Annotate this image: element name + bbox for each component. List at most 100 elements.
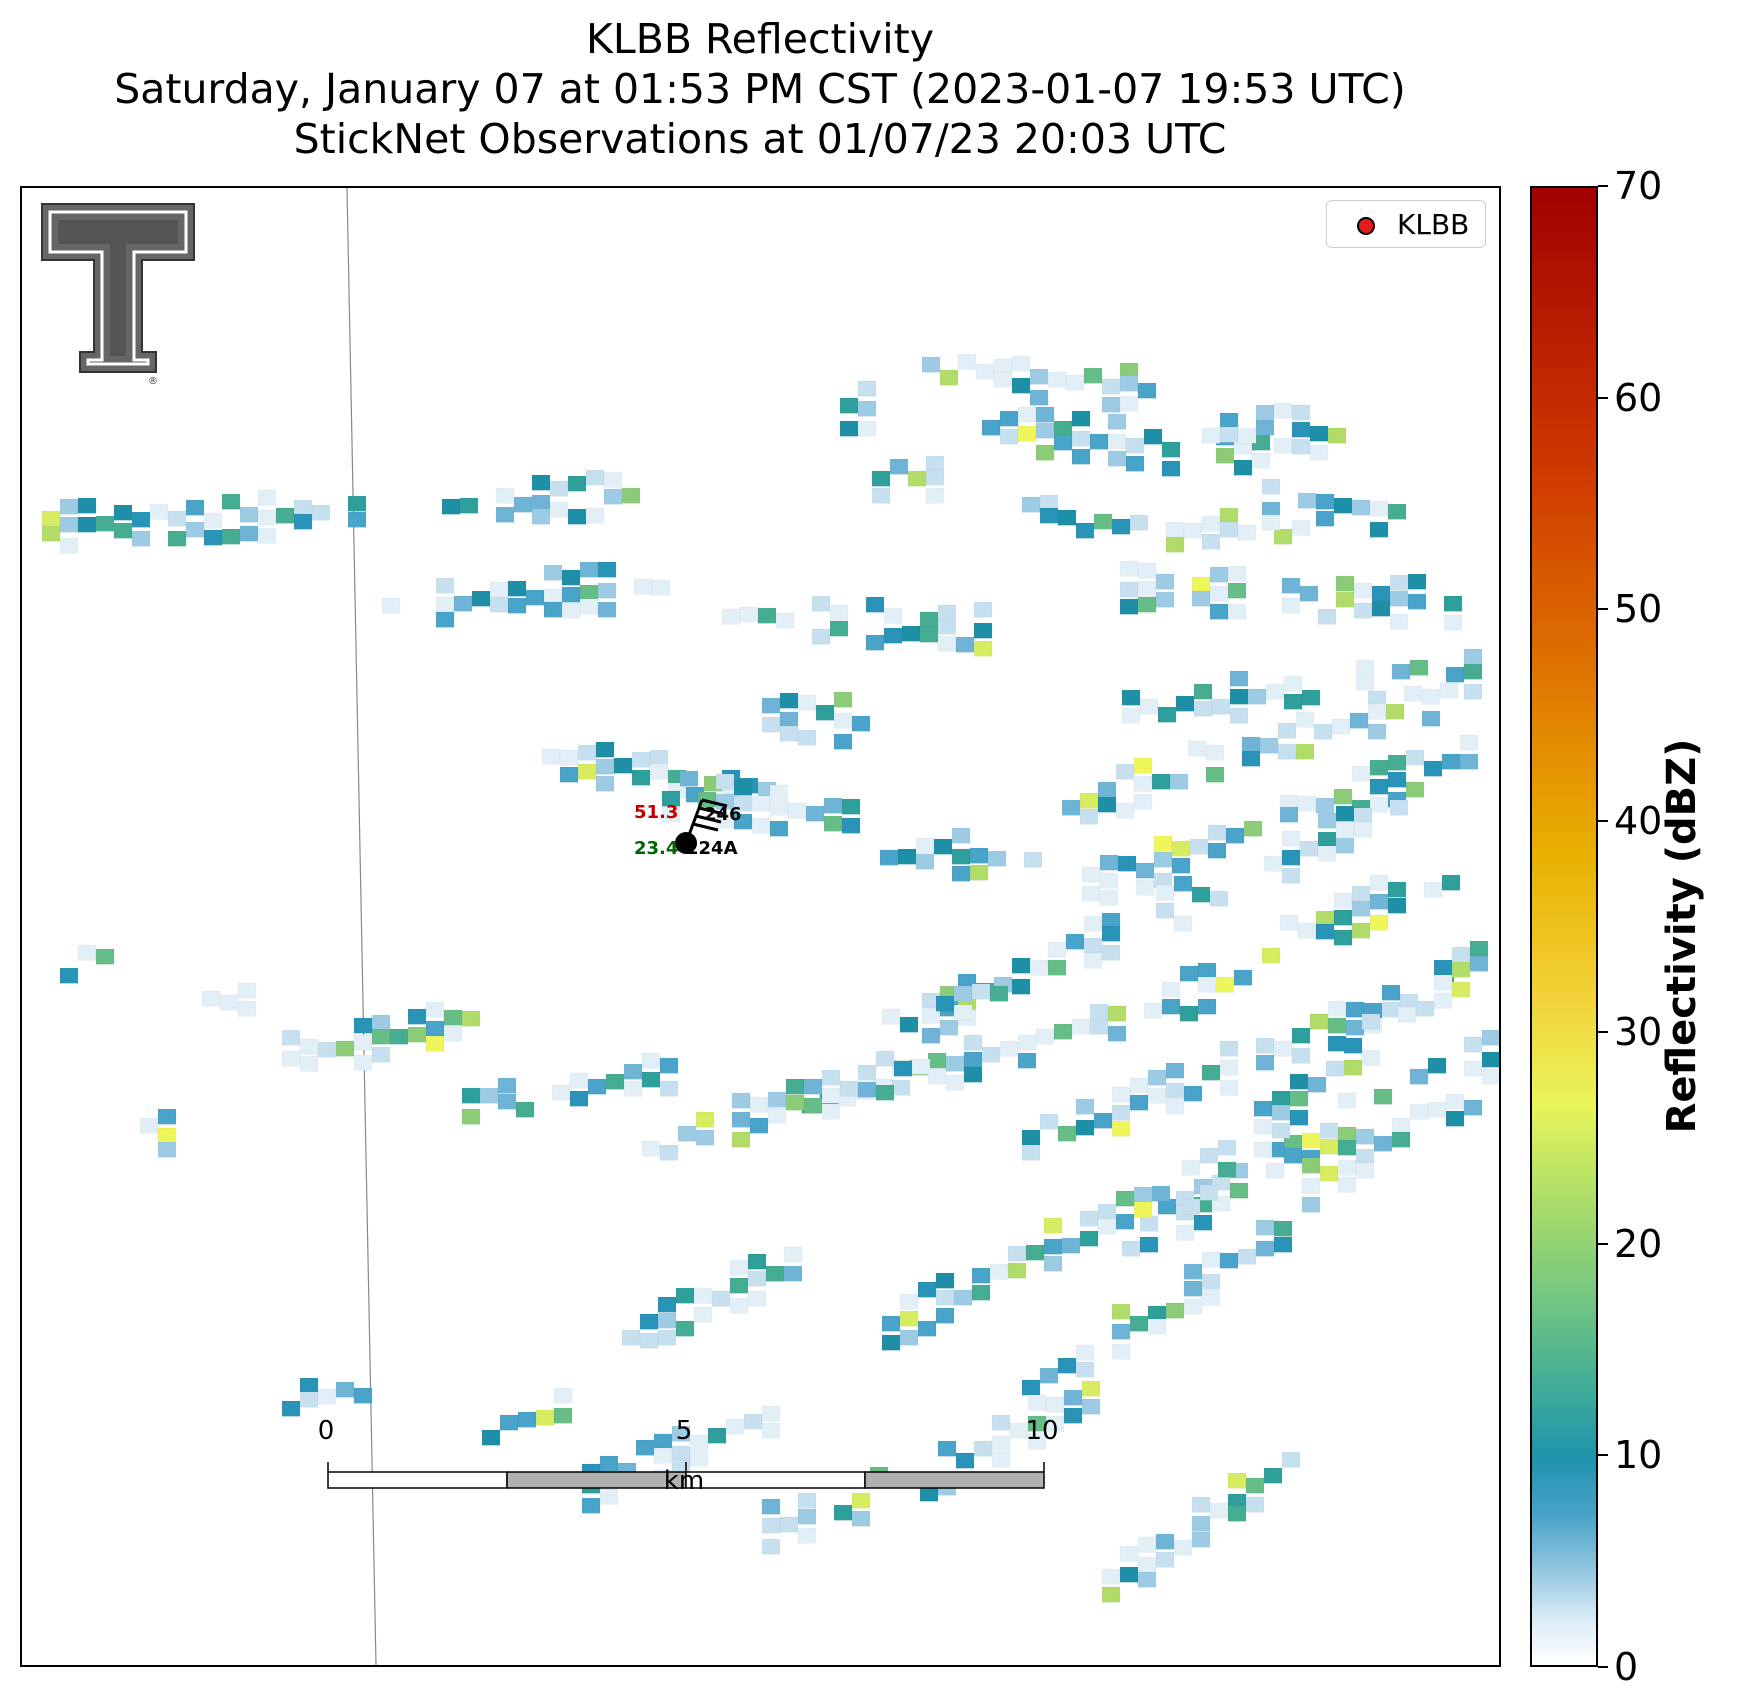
- reflectivity-cell: [1115, 1213, 1135, 1230]
- reflectivity-cell: [657, 1312, 677, 1329]
- reflectivity-cell: [893, 1060, 913, 1077]
- reflectivity-cell: [471, 590, 491, 607]
- radar-map[interactable]: [20, 186, 1501, 1667]
- reflectivity-cell: [1071, 430, 1091, 447]
- reflectivity-cell: [1147, 1069, 1167, 1086]
- reflectivity-cell: [707, 1427, 727, 1444]
- reflectivity-cell: [851, 1492, 871, 1509]
- reflectivity-cell: [937, 1440, 957, 1457]
- reflectivity-cell: [1327, 427, 1347, 444]
- reflectivity-cell: [1353, 821, 1373, 838]
- reflectivity-cell: [715, 773, 735, 790]
- reflectivity-cell: [1397, 1006, 1417, 1023]
- reflectivity-cell: [787, 802, 807, 819]
- reflectivity-cell: [747, 1253, 767, 1270]
- reflectivity-cell: [833, 712, 853, 729]
- reflectivity-cell: [1099, 872, 1119, 889]
- reflectivity-cell: [1261, 947, 1281, 964]
- reflectivity-cell: [679, 770, 699, 787]
- reflectivity-cell: [1053, 1023, 1073, 1040]
- reflectivity-cell: [1139, 1236, 1159, 1253]
- reflectivity-cell: [1171, 857, 1191, 874]
- colorbar-tick: [1598, 608, 1608, 611]
- reflectivity-cell: [1255, 1240, 1275, 1257]
- reflectivity-cell: [1011, 978, 1031, 995]
- reflectivity-cell: [1255, 419, 1275, 436]
- reflectivity-cell: [851, 1510, 871, 1527]
- reflectivity-cell: [1215, 976, 1235, 993]
- reflectivity-cell: [821, 1087, 841, 1104]
- reflectivity-cell: [1271, 1122, 1291, 1139]
- reflectivity-cell: [1047, 959, 1067, 976]
- reflectivity-cell: [693, 1306, 713, 1323]
- reflectivity-cell: [1247, 688, 1267, 705]
- reflectivity-cell: [641, 1071, 661, 1088]
- reflectivity-cell: [1405, 781, 1425, 798]
- reflectivity-cell: [1083, 937, 1103, 954]
- reflectivity-cell: [1245, 1477, 1265, 1494]
- reflectivity-cell: [865, 634, 885, 651]
- reflectivity-cell: [651, 579, 671, 596]
- reflectivity-cell: [293, 499, 313, 516]
- reflectivity-cell: [963, 1066, 983, 1083]
- reflectivity-cell: [497, 1093, 517, 1110]
- reflectivity-cell: [579, 561, 599, 578]
- reflectivity-cell: [1137, 596, 1157, 613]
- reflectivity-cell: [257, 527, 277, 544]
- reflectivity-cell: [915, 853, 935, 870]
- reflectivity-cell: [1199, 1184, 1219, 1201]
- reflectivity-cell: [157, 1127, 177, 1144]
- reflectivity-cell: [757, 607, 777, 624]
- reflectivity-cell: [597, 601, 617, 618]
- reflectivity-cell: [1065, 374, 1085, 391]
- reflectivity-cell: [1193, 683, 1213, 700]
- reflectivity-cell: [299, 1038, 319, 1055]
- reflectivity-cell: [875, 1084, 895, 1101]
- reflectivity-cell: [921, 1027, 941, 1044]
- reflectivity-cell: [1317, 608, 1337, 625]
- reflectivity-cell: [779, 692, 799, 709]
- reflectivity-cell: [1119, 395, 1139, 412]
- reflectivity-cell: [1075, 522, 1095, 539]
- reflectivity-cell: [1053, 420, 1073, 437]
- reflectivity-cell: [1367, 723, 1387, 740]
- reflectivity-cell: [1173, 915, 1193, 932]
- reflectivity-cell: [1291, 1047, 1311, 1064]
- scale-bar-segment: [506, 1471, 687, 1489]
- reflectivity-cell: [567, 475, 587, 492]
- reflectivity-cell: [1135, 862, 1155, 879]
- reflectivity-cell: [991, 1414, 1011, 1431]
- reflectivity-cell: [731, 1092, 751, 1109]
- reflectivity-cell: [1297, 795, 1317, 812]
- reflectivity-cell: [857, 380, 877, 397]
- reflectivity-cell: [1187, 740, 1207, 757]
- reflectivity-cell: [1369, 778, 1389, 795]
- reflectivity-cell: [157, 1141, 177, 1158]
- reflectivity-cell: [695, 1111, 715, 1128]
- reflectivity-cell: [1179, 965, 1199, 982]
- reflectivity-cell: [1115, 763, 1135, 780]
- reflectivity-cell: [937, 635, 957, 652]
- reflectivity-cell: [1219, 1040, 1239, 1057]
- station-marker[interactable]: [675, 832, 697, 854]
- reflectivity-cell: [1409, 1068, 1429, 1085]
- reflectivity-cell: [599, 1455, 619, 1472]
- reflectivity-cell: [729, 1297, 749, 1314]
- reflectivity-cell: [597, 561, 617, 578]
- reflectivity-cell: [551, 1084, 571, 1101]
- station-temperature: 51.3: [634, 802, 679, 823]
- reflectivity-cell: [981, 419, 1001, 436]
- reflectivity-cell: [605, 1073, 625, 1090]
- reflectivity-cell: [1035, 444, 1055, 461]
- reflectivity-cell: [751, 795, 771, 812]
- reflectivity-cell: [1071, 410, 1091, 427]
- reflectivity-cell: [157, 1108, 177, 1125]
- reflectivity-cell: [969, 847, 989, 864]
- station-dewpoint: 23.4: [634, 838, 679, 859]
- reflectivity-cell: [1451, 961, 1471, 978]
- reflectivity-cell: [1125, 437, 1145, 454]
- reflectivity-cell: [1089, 1003, 1109, 1020]
- reflectivity-cell: [1459, 734, 1479, 751]
- reflectivity-cell: [239, 525, 259, 542]
- reflectivity-cell: [1151, 773, 1171, 790]
